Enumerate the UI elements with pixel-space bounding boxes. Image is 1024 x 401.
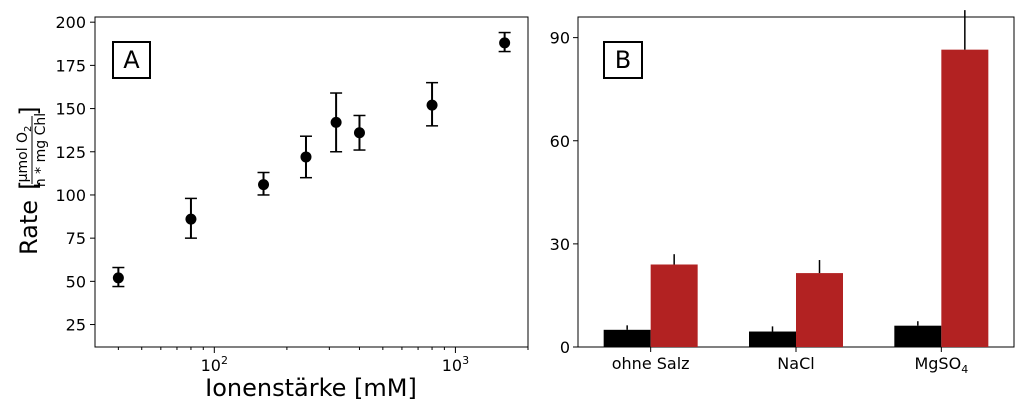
panel-b-y-axis: 0 30 60 90 [550, 29, 578, 357]
panel-b-bars [603, 10, 989, 347]
y-label-numerator-main: µmol O [15, 132, 31, 182]
panel-a-x-axis-label: Ionenstärke [mM] [205, 374, 417, 401]
point-marker [353, 127, 365, 139]
panel-b-label: B [615, 46, 631, 74]
y-tick-label: 200 [55, 13, 86, 32]
panel-b-x-axis: ohne Salz NaCl MgSO4 [612, 347, 968, 376]
x-tick-label: MgSO4 [914, 354, 968, 376]
x-tick-label-sub: 4 [961, 363, 968, 376]
data-point [257, 171, 270, 196]
y-tick-label: 90 [550, 29, 570, 48]
point-marker [330, 116, 342, 128]
point-marker [499, 37, 511, 49]
y-tick-label: 50 [66, 272, 86, 291]
y-label-denominator: h * mg Chl [33, 113, 49, 187]
data-point [498, 31, 511, 53]
y-label-rate: Rate [15, 200, 43, 255]
panel-a-plot-frame [94, 16, 529, 348]
data-point [184, 197, 197, 239]
bar-group-item [603, 325, 651, 347]
data-point [426, 81, 439, 127]
x-tick-label: 103 [442, 354, 469, 375]
bar [941, 49, 989, 347]
y-tick-label: 75 [66, 229, 86, 248]
data-point [353, 114, 366, 151]
bar-group-item [941, 10, 989, 347]
panel-a-label-box [112, 41, 151, 79]
y-label-numerator-sub: 2 [23, 126, 34, 132]
y-tick-label: 60 [550, 132, 570, 151]
x-tick-label-main: ohne Salz [612, 354, 690, 373]
bar-group-item [650, 254, 698, 347]
bar [603, 329, 651, 347]
panel-b-bar-chart: 0 30 60 90 ohne Salz NaCl MgSO4 B [550, 10, 1015, 376]
bar [749, 331, 796, 347]
x-tick-label-main: MgSO [914, 354, 961, 373]
y-tick-label: 125 [55, 143, 86, 162]
panel-a-y-axis-label: Rate [ µmol O2 h * mg Chl ] [15, 106, 49, 255]
data-point [112, 266, 125, 288]
bar [796, 273, 843, 347]
bar [650, 264, 698, 347]
y-label-bracket-left: [ [15, 180, 43, 189]
y-tick-label: 25 [66, 316, 86, 335]
x-tick-label: NaCl [777, 354, 814, 373]
y-tick-label: 0 [560, 338, 570, 357]
data-point [299, 135, 312, 179]
panel-a-y-axis: 25 50 75 100 125 150 175 200 [55, 13, 95, 335]
point-marker [300, 151, 312, 163]
y-tick-label: 30 [550, 235, 570, 254]
panel-a-label: A [123, 46, 140, 74]
y-label-bracket-right: ] [15, 106, 43, 115]
bar-group-item [749, 326, 796, 347]
point-marker [112, 272, 124, 284]
bar [894, 325, 942, 347]
bar-group-item [796, 260, 843, 347]
panel-b-label-box [603, 41, 643, 79]
bar-group-item [894, 321, 942, 347]
panel-a-x-axis: 102 103 [117, 347, 529, 375]
x-tick-label: 102 [201, 354, 228, 375]
point-marker [426, 99, 438, 111]
x-tick-label-main: NaCl [777, 354, 814, 373]
y-tick-label: 175 [55, 56, 86, 75]
x-tick-label-exponent: 3 [462, 354, 469, 367]
point-marker [258, 179, 270, 191]
panel-a-data-points [112, 31, 511, 288]
y-label-numerator: µmol O2 [15, 126, 34, 183]
x-tick-label-base: 10 [442, 356, 462, 375]
y-tick-label: 150 [55, 100, 86, 119]
x-tick-label: ohne Salz [612, 354, 690, 373]
x-tick-label-exponent: 2 [221, 354, 228, 367]
x-tick-label-base: 10 [201, 356, 221, 375]
y-tick-label: 100 [55, 186, 86, 205]
point-marker [185, 213, 197, 225]
data-point [330, 92, 343, 153]
